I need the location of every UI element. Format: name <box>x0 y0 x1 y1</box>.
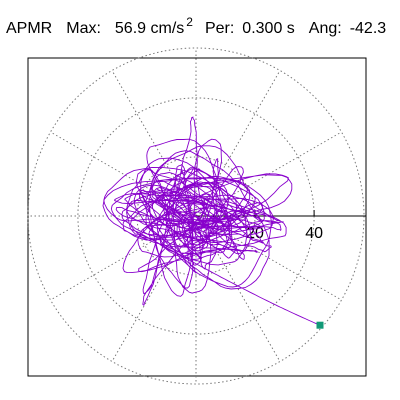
radial-tick-label: 40 <box>305 225 323 242</box>
radial-tick-labels: 20 40 <box>246 210 323 242</box>
angle-value: -42.3 <box>349 20 387 37</box>
max-label: Max: <box>66 20 101 37</box>
grid-spoke <box>111 215 197 362</box>
chart-title: APMR Max: 56.9 cm/s 2 Per: 0.300 s Ang: -42.3 <box>6 15 387 38</box>
plot-frame <box>27 57 367 377</box>
period-value: 0.300 s <box>242 20 295 37</box>
component-label: APMR <box>6 20 53 37</box>
end-point-marker <box>316 321 324 329</box>
period-label: Per: <box>204 20 235 37</box>
max-exponent: 2 <box>186 15 193 29</box>
max-value: 56.9 cm/s <box>114 20 185 37</box>
orbit-trace <box>102 116 321 326</box>
angle-label: Ang: <box>308 20 342 37</box>
